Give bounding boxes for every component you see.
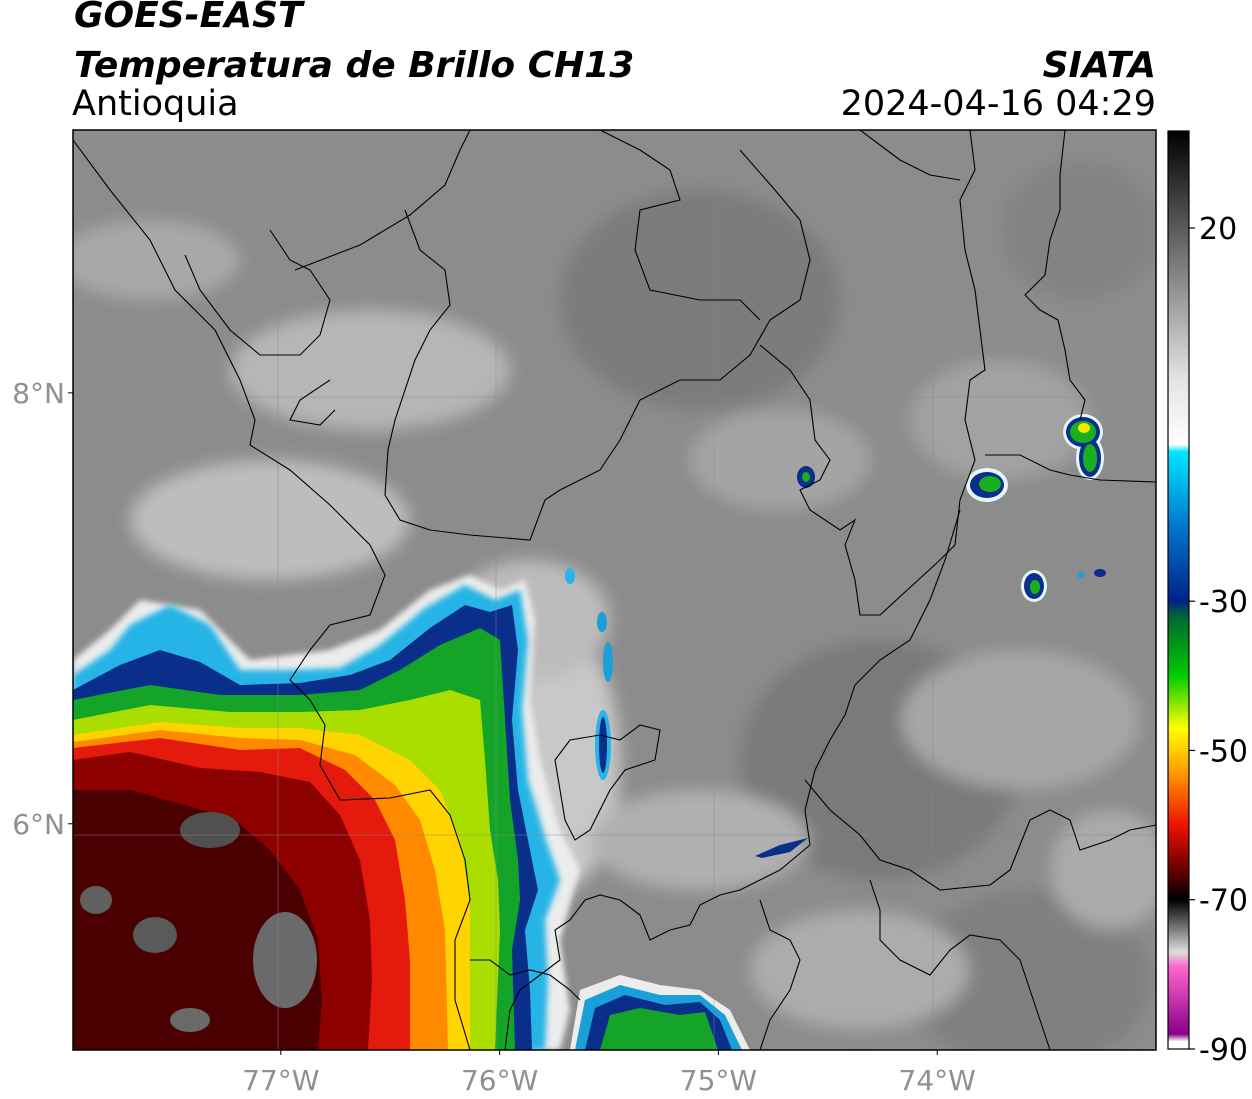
political-boundaries: [73, 130, 1156, 1050]
colorbar: 20 -30 -50 -70 -90: [1167, 130, 1248, 1068]
title-region: Antioquia: [72, 84, 239, 124]
cell-east-tiny: [1094, 569, 1106, 577]
latitude-labels: 8°N 6°N: [12, 377, 73, 841]
lon-tick-label: 74°W: [899, 1064, 976, 1097]
cell-east-medium: [966, 468, 1008, 502]
cell-streak: [755, 838, 808, 858]
lon-tick-label: 75°W: [680, 1064, 757, 1097]
brightness-temperature-field: [73, 130, 1156, 1050]
lon-tick-label: 77°W: [242, 1064, 319, 1097]
title-product: Temperatura de Brillo CH13: [74, 45, 635, 86]
colorbar-frame: [1167, 130, 1190, 1050]
colorbar-tick-label: -90: [1199, 1033, 1248, 1068]
title-satellite: GOES-EAST: [74, 0, 303, 36]
colorbar-tick-label: -50: [1199, 734, 1248, 769]
graticule: [73, 130, 1156, 1050]
lat-tick-label: 8°N: [12, 377, 65, 410]
map-frame: [72, 129, 1157, 1051]
title-organization: SIATA: [1042, 45, 1156, 86]
cell-east-large: [1063, 414, 1104, 480]
convective-system-south: [570, 975, 750, 1050]
cell-east-small: [1021, 570, 1047, 602]
colorbar-tick-label: 20: [1199, 212, 1237, 247]
isolated-cells: [565, 414, 1106, 858]
colorbar-gradient: [1168, 131, 1189, 1049]
colorbar-tick-label: -30: [1199, 585, 1248, 620]
lon-tick-label: 76°W: [461, 1064, 538, 1097]
coldest-cloud-tops: [80, 812, 317, 1032]
lat-tick-label: 6°N: [12, 808, 65, 841]
colorbar-tick-label: -70: [1199, 884, 1248, 919]
title-datetime: 2024-04-16 04:29: [840, 84, 1156, 124]
convective-system-southwest: [73, 575, 580, 1050]
longitude-labels: 77°W 76°W 75°W 74°W: [242, 1050, 976, 1097]
